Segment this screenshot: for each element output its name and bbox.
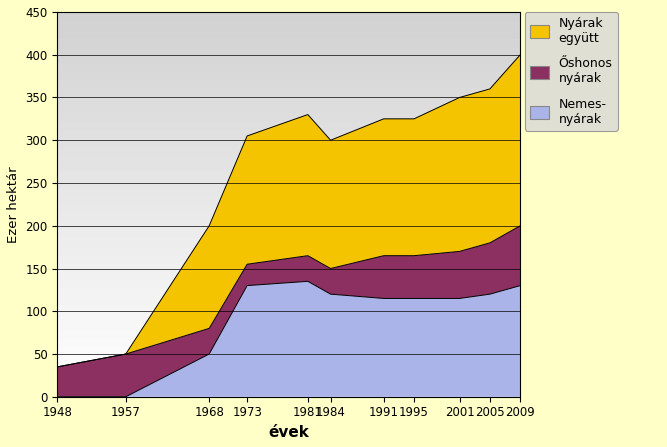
Y-axis label: Ezer hektár: Ezer hektár [7, 166, 20, 243]
X-axis label: évek: évek [268, 425, 309, 440]
Legend: Nyárak
együtt, Őshonos
nyárak, Nemes-
nyárak: Nyárak együtt, Őshonos nyárak, Nemes- ny… [525, 12, 618, 131]
